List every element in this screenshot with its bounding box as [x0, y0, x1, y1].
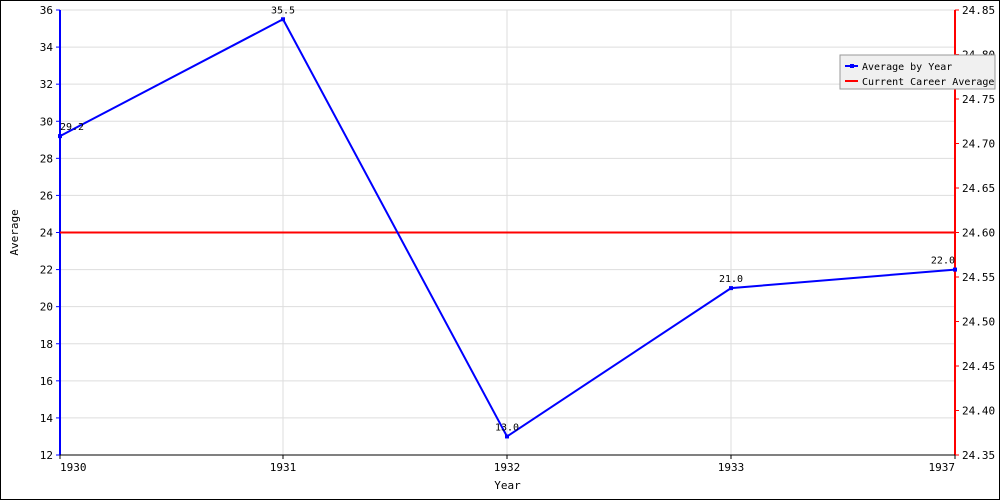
series-data-label: 29.2 [60, 122, 84, 133]
series-data-label: 22.0 [931, 256, 955, 267]
y-left-axis-title: Average [8, 209, 21, 255]
y-right-tick-label: 24.55 [962, 271, 995, 284]
series-data-label: 13.0 [495, 422, 519, 433]
y-right-tick-label: 24.40 [962, 405, 995, 418]
x-tick-label: 1931 [270, 461, 297, 474]
series-data-label: 35.5 [271, 5, 295, 16]
y-left-tick-label: 22 [40, 264, 53, 277]
series-marker [729, 286, 733, 290]
chart-svg: 12 14 16 18 20 22 24 26 28 30 32 34 36 24.35 24.40 24.4… [0, 0, 1000, 500]
chart-container: 12 14 16 18 20 22 24 26 28 30 32 34 36 24.35 24.40 24.4… [0, 0, 1000, 500]
y-left-tick-label: 28 [40, 152, 53, 165]
y-left-tick-label: 20 [40, 301, 53, 314]
y-right-tick-label: 24.75 [962, 93, 995, 106]
y-right-tick-label: 24.85 [962, 4, 995, 17]
x-tick-label: 1933 [718, 461, 745, 474]
x-tick-label: 1930 [60, 461, 87, 474]
y-right-tick-label: 24.70 [962, 138, 995, 151]
x-axis-title: Year [494, 479, 521, 492]
y-left-tick-label: 18 [40, 338, 53, 351]
y-left-tick-label: 34 [40, 41, 54, 54]
series-marker [58, 134, 62, 138]
y-left-tick-label: 32 [40, 78, 53, 91]
y-left-tick-label: 14 [40, 412, 54, 425]
y-right-tick-label: 24.45 [962, 360, 995, 373]
y-left-tick-label: 30 [40, 115, 53, 128]
series-data-label: 21.0 [719, 274, 743, 285]
y-right-tick-label: 24.65 [962, 182, 995, 195]
x-tick-label: 1932 [494, 461, 521, 474]
y-left-tick-label: 26 [40, 189, 53, 202]
legend-label: Current Career Average [862, 77, 994, 88]
series-marker [953, 268, 957, 272]
y-left-tick-label: 36 [40, 4, 53, 17]
y-right-tick-label: 24.60 [962, 227, 995, 240]
y-left-tick-label: 12 [40, 449, 53, 462]
legend-marker [850, 64, 854, 68]
y-right-tick-label: 24.50 [962, 316, 995, 329]
legend-label: Average by Year [862, 62, 952, 73]
y-right-tick-label: 24.35 [962, 449, 995, 462]
y-left-tick-label: 24 [40, 227, 54, 240]
y-left-tick-label: 16 [40, 375, 53, 388]
series-marker [505, 434, 509, 438]
series-marker [281, 17, 285, 21]
x-tick-label: 1937 [929, 461, 956, 474]
